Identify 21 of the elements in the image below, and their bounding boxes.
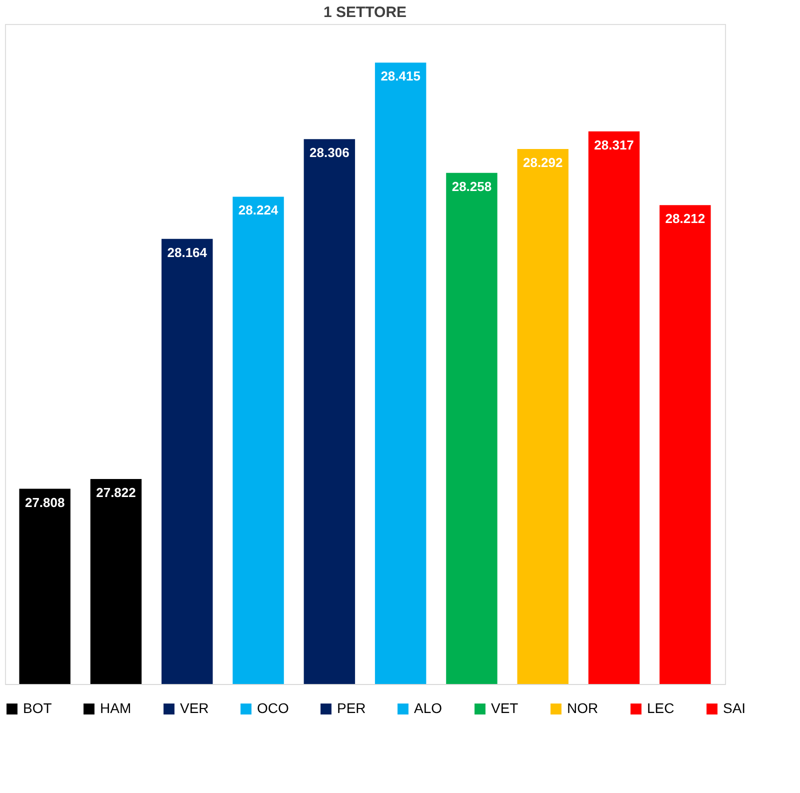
chart-title: 1 SETTORE (323, 4, 407, 21)
data-label: 27.808 (24, 494, 65, 510)
data-label: 28.415 (380, 68, 420, 84)
legend-label: LEC (647, 700, 674, 716)
data-label: 28.306 (310, 145, 350, 160)
data-label: 28.317 (594, 137, 634, 152)
data-label: 28.164 (167, 244, 208, 260)
data-label: 28.292 (522, 154, 563, 170)
legend-label: SAI (723, 700, 746, 716)
data-label: 28.224 (238, 202, 279, 218)
data-label: 28.258 (452, 178, 492, 194)
legend-label: BOT (23, 700, 52, 716)
legend-label: ALO (414, 700, 442, 716)
legend-label: PER (337, 700, 366, 716)
data-label: 28.212 (665, 211, 706, 226)
legend-label: NOR (567, 700, 598, 716)
legend-label: VER (180, 700, 209, 716)
data-label: 27.822 (96, 484, 136, 500)
legend-label: HAM (100, 700, 132, 716)
legend-label: VET (491, 700, 519, 716)
legend-label: OCO (257, 700, 289, 716)
